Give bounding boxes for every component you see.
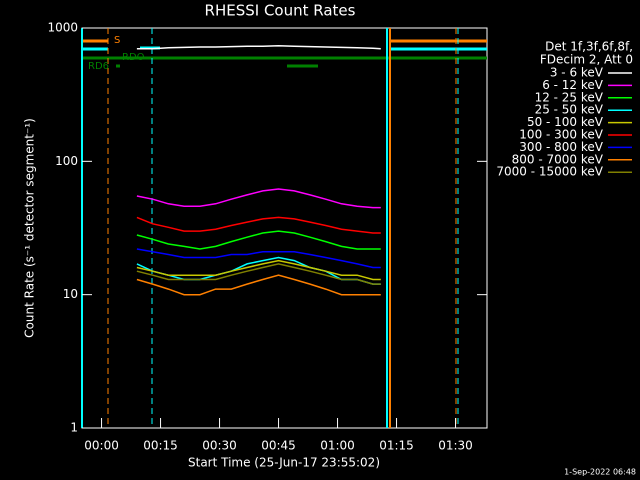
series-line — [136, 248, 381, 269]
x-tick-label: 00:30 — [202, 439, 237, 453]
legend-label: 12 - 25 keV — [535, 90, 604, 104]
legend-label: 800 - 7000 keV — [512, 152, 604, 166]
x-tick-label: 00:00 — [84, 439, 119, 453]
legend-label: 25 - 50 keV — [535, 103, 604, 117]
x-axis-label: Start Time (25-Jun-17 23:55:02) — [188, 456, 380, 470]
x-tick-label: 01:30 — [438, 439, 473, 453]
x-tick-label: 00:45 — [261, 439, 296, 453]
timestamp: 1-Sep-2022 06:48 — [564, 468, 636, 477]
chart-title: RHESSI Count Rates — [205, 2, 356, 20]
x-tick-label: 01:00 — [320, 439, 355, 453]
y-tick-label: 10 — [63, 287, 78, 301]
y-axis-label: Count Rate (s⁻¹ detector segment⁻¹) — [23, 118, 37, 338]
series-line — [136, 274, 381, 296]
legend-label: 100 - 300 keV — [519, 128, 603, 142]
flag-label: RDO — [122, 52, 145, 63]
series-line — [136, 45, 381, 50]
series-line — [136, 259, 381, 281]
legend-label: 50 - 100 keV — [527, 115, 604, 129]
flag-label: RD6 — [88, 61, 109, 72]
legend-label: 300 - 800 keV — [519, 140, 603, 154]
legend-label: 6 - 12 keV — [542, 78, 604, 92]
flags: S RDO RD6 — [81, 28, 487, 428]
plot-frame — [81, 27, 488, 429]
x-tick-label: 01:15 — [379, 439, 414, 453]
x-tick-label: 00:15 — [143, 439, 178, 453]
series-line — [136, 188, 381, 209]
series-line — [136, 216, 381, 234]
series-line — [136, 230, 381, 250]
legend-label: 7000 - 15000 keV — [496, 165, 603, 179]
legend-header: FDecim 2, Att 0 — [540, 53, 633, 67]
y-tick-label: 1000 — [47, 21, 78, 35]
y-tick-label: 1 — [70, 421, 78, 435]
legend-label: 3 - 6 keV — [550, 66, 604, 80]
series-line — [136, 263, 381, 285]
legend-header: Det 1f,3f,6f,8f, — [545, 40, 633, 54]
y-tick-label: 100 — [55, 154, 78, 168]
flag-label: S — [114, 35, 120, 46]
